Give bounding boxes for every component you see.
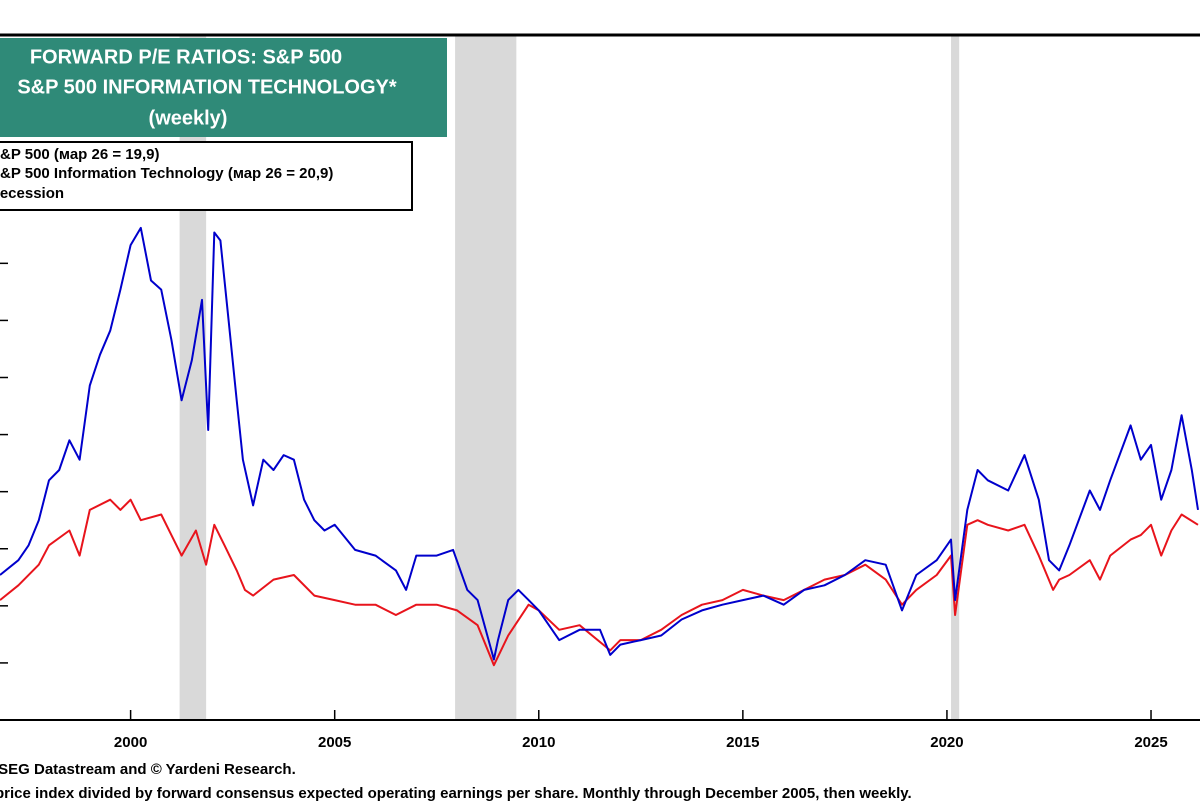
- x-tick-label: 2005: [318, 734, 351, 751]
- legend-label: S&P 500 (мар 26 = 19,9): [0, 146, 159, 163]
- chart-title: (weekly): [149, 107, 228, 129]
- recession-band: [455, 35, 517, 720]
- x-tick-label: 2015: [726, 734, 759, 751]
- title-box: [0, 38, 447, 137]
- series-line: [0, 498, 1199, 667]
- x-tick-label: 2010: [522, 734, 555, 751]
- chart-title: FORWARD P/E RATIOS: S&P 500: [30, 46, 342, 68]
- footnote: price index divided by forward consensus…: [0, 785, 912, 802]
- x-tick-label: 2000: [114, 734, 147, 751]
- series-line: [0, 226, 1199, 661]
- chart-title: S&P 500 INFORMATION TECHNOLOGY*: [17, 76, 397, 98]
- legend-label: Recession: [0, 185, 64, 202]
- recession-band: [179, 35, 207, 720]
- recession-band: [951, 35, 960, 720]
- legend-label: S&P 500 Information Technology (мар 26 =…: [0, 165, 333, 182]
- x-tick-label: 2020: [930, 734, 963, 751]
- x-tick-label: 2025: [1134, 734, 1167, 751]
- source-note: LSEG Datastream and © Yardeni Research.: [0, 761, 296, 778]
- legend-box: [0, 141, 413, 211]
